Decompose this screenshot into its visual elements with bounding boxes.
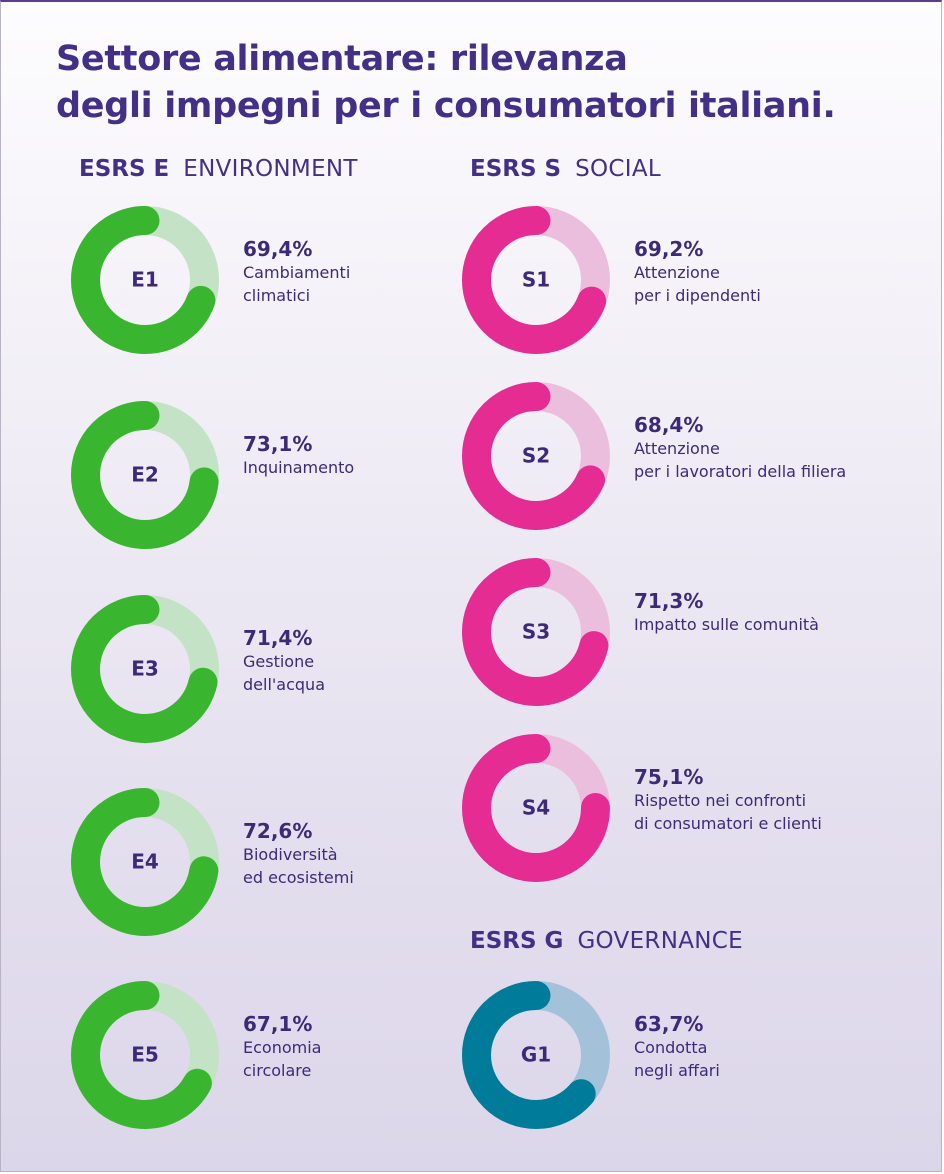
donut-code-label: S4 bbox=[522, 796, 550, 820]
category-label-line: per i lavoratori della filiera bbox=[634, 462, 847, 481]
section-code-social: ESRS S bbox=[470, 156, 562, 182]
section-code-governance: ESRS G bbox=[470, 928, 564, 954]
donut-item-s1: S1 69,2% Attenzione per i dipendenti bbox=[461, 205, 901, 355]
donut-item-s3: S3 71,3% Impatto sulle comunità bbox=[461, 557, 901, 707]
value-label: 72,6% bbox=[243, 819, 313, 843]
donut-code-label: S2 bbox=[522, 444, 550, 468]
section-code-environment: ESRS E bbox=[79, 156, 170, 182]
donut-s2: S2 bbox=[462, 382, 610, 530]
value-label: 68,4% bbox=[634, 413, 704, 437]
page-title: Settore alimentare: rilevanza degli impe… bbox=[56, 36, 836, 130]
donut-code-label: E5 bbox=[131, 1043, 159, 1067]
donut-item-e4: E4 72,6% Biodiversità ed ecosistemi bbox=[70, 787, 510, 937]
donut-code-label: E1 bbox=[131, 268, 159, 292]
donut-info: 72,6% Biodiversità ed ecosistemi bbox=[243, 819, 511, 889]
donut-arc-s3 bbox=[462, 558, 610, 706]
donut-code-label: G1 bbox=[521, 1043, 551, 1067]
section-header-governance: ESRS G GOVERNANCE bbox=[470, 928, 743, 954]
donut-g1: G1 bbox=[462, 981, 610, 1129]
donut-item-s4: S4 75,1% Rispetto nei confronti di consumat… bbox=[461, 733, 901, 883]
donut-arc-s1 bbox=[462, 206, 610, 354]
value-label: 71,3% bbox=[634, 589, 704, 613]
category-label-line: circolare bbox=[243, 1061, 312, 1080]
donut-code-label: E3 bbox=[131, 657, 159, 681]
donut-item-e5: E5 67,1% Economia circolare bbox=[70, 980, 510, 1130]
donut-info: 69,4% Cambiamenti climatici bbox=[243, 237, 511, 307]
donut-e4: E4 bbox=[71, 788, 219, 936]
category-label-line: negli affari bbox=[634, 1061, 720, 1080]
donut-e1: E1 bbox=[71, 206, 219, 354]
donut-e2: E2 bbox=[71, 401, 219, 549]
donut-code-label: E4 bbox=[131, 850, 159, 874]
donut-arc-s4 bbox=[462, 734, 610, 882]
donut-e5: E5 bbox=[71, 981, 219, 1129]
donut-arc-g1 bbox=[462, 981, 610, 1129]
donut-info: 63,7% Condotta negli affari bbox=[634, 1012, 902, 1082]
value-label: 69,2% bbox=[634, 237, 704, 261]
donut-s4: S4 bbox=[462, 734, 610, 882]
donut-info: 73,1% Inquinamento bbox=[243, 432, 511, 479]
category-label-line: Attenzione bbox=[634, 263, 720, 282]
donut-arc-e2 bbox=[71, 401, 219, 549]
title-line-1: Settore alimentare: rilevanza bbox=[56, 39, 628, 79]
category-label-line: Gestione bbox=[243, 652, 315, 671]
category-label-line: Inquinamento bbox=[243, 458, 355, 477]
section-name-social: SOCIAL bbox=[575, 156, 662, 182]
value-label: 67,1% bbox=[243, 1012, 313, 1036]
title-line-2: degli impegni per i consumatori italiani… bbox=[56, 86, 836, 126]
donut-info: 69,2% Attenzione per i dipendenti bbox=[634, 237, 902, 307]
donut-info: 75,1% Rispetto nei confronti di consumator… bbox=[634, 765, 902, 835]
donut-code-label: E2 bbox=[131, 463, 159, 487]
donut-s3: S3 bbox=[462, 558, 610, 706]
donut-e3: E3 bbox=[71, 595, 219, 743]
category-label-line: per i dipendenti bbox=[634, 286, 761, 305]
donut-arc-e5 bbox=[71, 981, 219, 1129]
donut-arc-e4 bbox=[71, 788, 219, 936]
value-label: 63,7% bbox=[634, 1012, 704, 1036]
category-label-line: Impatto sulle comunità bbox=[634, 615, 819, 634]
category-label-line: Biodiversità bbox=[243, 845, 338, 864]
donut-item-e3: E3 71,4% Gestione dell'acqua bbox=[70, 594, 510, 744]
value-label: 69,4% bbox=[243, 237, 313, 261]
section-header-social: ESRS S SOCIAL bbox=[470, 156, 661, 182]
donut-arc-e1 bbox=[71, 206, 219, 354]
donut-item-s2: S2 68,4% Attenzione per i lavoratori della … bbox=[461, 381, 901, 531]
category-label-line: Attenzione bbox=[634, 439, 720, 458]
donut-code-label: S1 bbox=[522, 268, 550, 292]
value-label: 71,4% bbox=[243, 626, 313, 650]
section-header-environment: ESRS E ENVIRONMENT bbox=[79, 156, 358, 182]
donut-info: 67,1% Economia circolare bbox=[243, 1012, 511, 1082]
donut-item-e1: E1 69,4% Cambiamenti climatici bbox=[70, 205, 510, 355]
donut-arc-s2 bbox=[462, 382, 610, 530]
section-name-governance: GOVERNANCE bbox=[577, 928, 743, 954]
category-label-line: Condotta bbox=[634, 1038, 708, 1057]
donut-info: 71,3% Impatto sulle comunità bbox=[634, 589, 902, 636]
section-name-environment: ENVIRONMENT bbox=[183, 156, 358, 182]
donut-code-label: S3 bbox=[522, 620, 550, 644]
donut-info: 71,4% Gestione dell'acqua bbox=[243, 626, 511, 696]
value-label: 73,1% bbox=[243, 432, 313, 456]
category-label-line: di consumatori e clienti bbox=[634, 814, 822, 833]
category-label-line: climatici bbox=[243, 286, 311, 305]
donut-info: 68,4% Attenzione per i lavoratori della fi… bbox=[634, 413, 902, 483]
donut-item-e2: E2 73,1% Inquinamento bbox=[70, 400, 510, 550]
category-label-line: Economia bbox=[243, 1038, 322, 1057]
donut-arc-e3 bbox=[71, 595, 219, 743]
donut-s1: S1 bbox=[462, 206, 610, 354]
category-label-line: dell'acqua bbox=[243, 675, 325, 694]
category-label-line: ed ecosistemi bbox=[243, 868, 354, 887]
category-label-line: Rispetto nei confronti bbox=[634, 791, 807, 810]
donut-item-g1: G1 63,7% Condotta negli affari bbox=[461, 980, 901, 1130]
category-label-line: Cambiamenti bbox=[243, 263, 351, 282]
value-label: 75,1% bbox=[634, 765, 704, 789]
